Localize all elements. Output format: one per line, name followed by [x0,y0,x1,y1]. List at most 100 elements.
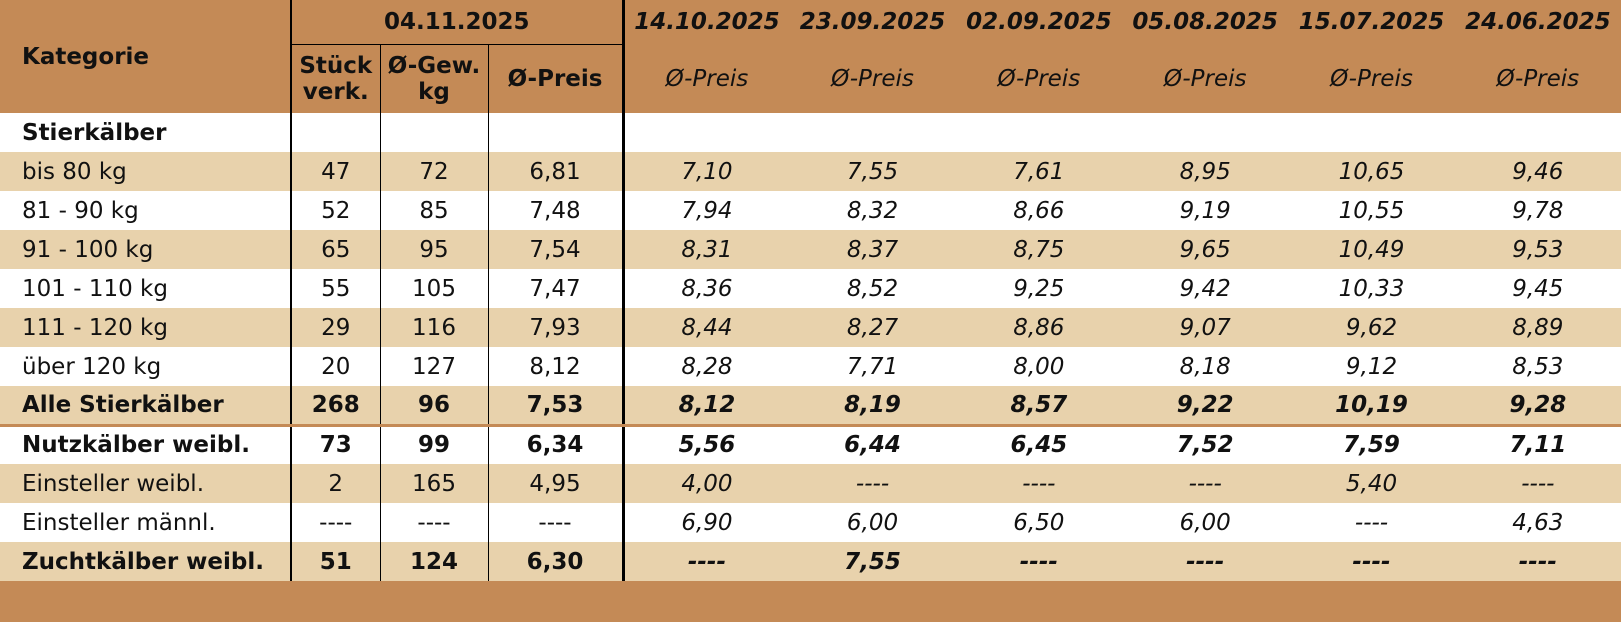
cell: 8,37 [789,230,956,269]
cell: 7,61 [955,152,1123,191]
cell: 9,22 [1122,386,1289,427]
history-label: Ø-Preis [1122,44,1289,113]
table-row: Nutzkälber weibl. 73 99 6,34 5,56 6,44 6,45 7,5… [0,425,1621,464]
cell: 6,81 [488,152,625,191]
cell: 8,18 [1122,347,1289,386]
table-row: Zuchtkälber weibl. 51 124 6,30 ---- 7,55 ---- -… [0,542,1621,581]
cell: ---- [1122,542,1289,581]
table-row: 101 - 110 kg 55 105 7,47 8,36 8,52 9,25 9,42 10,… [0,269,1621,308]
row-label: 81 - 90 kg [0,191,292,230]
row-label: bis 80 kg [0,152,292,191]
cell: 7,59 [1288,425,1455,464]
cell: 6,34 [488,425,625,464]
cell: 8,95 [1122,152,1289,191]
cell: ---- [380,503,489,542]
history-date: 14.10.2025 [623,0,790,44]
cell: 8,27 [789,308,956,347]
column-header: Stück verk. [291,44,381,113]
cell: 7,54 [488,230,625,269]
cell: ---- [955,542,1123,581]
cell: 85 [380,191,489,230]
cell: 47 [291,152,381,191]
cell: 9,25 [955,269,1123,308]
cell: 4,00 [623,464,790,503]
history-label: Ø-Preis [789,44,956,113]
cell: 8,12 [488,347,625,386]
cell: 9,19 [1122,191,1289,230]
history-date: 15.07.2025 [1288,0,1455,44]
cell: 124 [380,542,489,581]
header-row: Stück verk. Ø-Gew. kg Ø-Preis Ø-Preis Ø-Prei… [0,44,1621,113]
cell: 6,00 [1122,503,1289,542]
row-label: Zuchtkälber weibl. [0,542,292,581]
cell: 55 [291,269,381,308]
cell: 7,53 [488,386,625,427]
cell: 8,00 [955,347,1123,386]
cell: ---- [291,503,381,542]
cell: 9,46 [1454,152,1621,191]
cell: 8,52 [789,269,956,308]
cell: 7,11 [1454,425,1621,464]
cell: 7,52 [1122,425,1289,464]
cell: ---- [1288,542,1455,581]
history-date: 24.06.2025 [1454,0,1621,44]
category-header: Kategorie [0,0,292,113]
cell: ---- [789,464,956,503]
cell [291,113,381,152]
cell: 8,36 [623,269,790,308]
cell: 95 [380,230,489,269]
cell: 8,19 [789,386,956,427]
cell [380,113,489,152]
cell: 105 [380,269,489,308]
table-row: 111 - 120 kg 29 116 7,93 8,44 8,27 8,86 9,07 9,6… [0,308,1621,347]
cell: 116 [380,308,489,347]
cell [623,113,790,152]
cell: 8,44 [623,308,790,347]
cell: 51 [291,542,381,581]
cell: 6,00 [789,503,956,542]
cell: 8,53 [1454,347,1621,386]
history-label: Ø-Preis [623,44,790,113]
cell [1122,113,1289,152]
table-row: 91 - 100 kg 65 95 7,54 8,31 8,37 8,75 9,65 10,49… [0,230,1621,269]
cell: 8,28 [623,347,790,386]
cell: ---- [1288,503,1455,542]
price-table: Kategorie 04.11.2025 14.10.2025 23.09.2025 0… [0,0,1621,581]
history-label: Ø-Preis [1288,44,1455,113]
row-label: Einsteller männl. [0,503,292,542]
cell: 4,95 [488,464,625,503]
table-row: Einsteller weibl. 2 165 4,95 4,00 ---- ---- ---… [0,464,1621,503]
cell: 7,55 [789,542,956,581]
cell: 6,90 [623,503,790,542]
cell: 73 [291,425,381,464]
row-label: 91 - 100 kg [0,230,292,269]
history-date: 23.09.2025 [789,0,956,44]
row-label: über 120 kg [0,347,292,386]
cell: 2 [291,464,381,503]
cell: 96 [380,386,489,427]
cell: 8,75 [955,230,1123,269]
cell: 8,12 [623,386,790,427]
cell: 65 [291,230,381,269]
table-row: Alle Stierkälber 268 96 7,53 8,12 8,19 8,57 9,2… [0,386,1621,427]
column-header: Ø-Preis [488,44,625,113]
cell: 127 [380,347,489,386]
header-row: Kategorie 04.11.2025 14.10.2025 23.09.2025 0… [0,0,1621,113]
cell: 6,45 [955,425,1123,464]
cell: 6,44 [789,425,956,464]
cell: 8,57 [955,386,1123,427]
cell: 10,33 [1288,269,1455,308]
cell: 5,40 [1288,464,1455,503]
cell: 99 [380,425,489,464]
cell: 7,55 [789,152,956,191]
cell: 8,86 [955,308,1123,347]
row-label: Nutzkälber weibl. [0,425,292,464]
cell: 9,07 [1122,308,1289,347]
cell: 7,48 [488,191,625,230]
cell: 72 [380,152,489,191]
row-label: Stierkälber [0,113,292,152]
cell [955,113,1123,152]
cell [1288,113,1455,152]
cell: 7,47 [488,269,625,308]
